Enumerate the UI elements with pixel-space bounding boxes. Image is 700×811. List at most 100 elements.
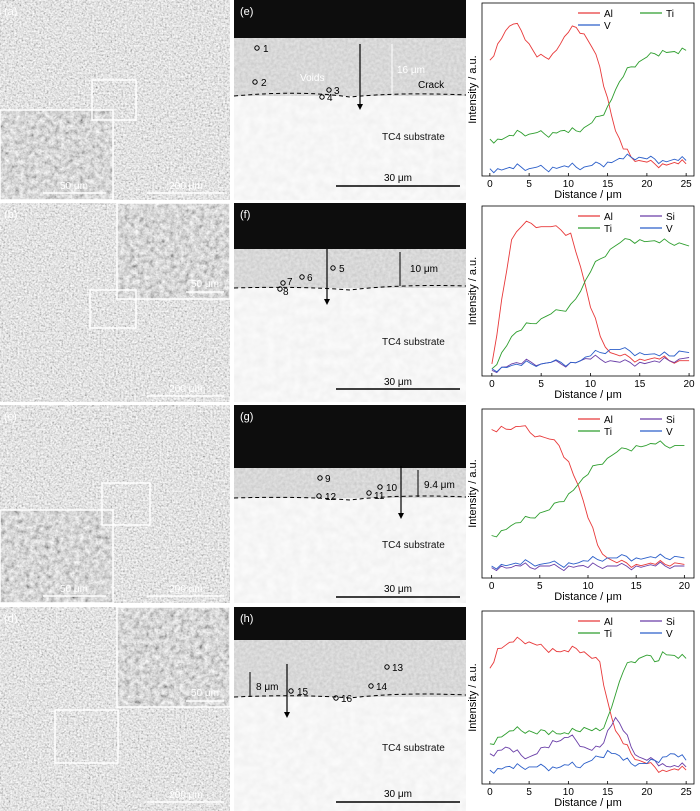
point-label: 16 bbox=[341, 694, 353, 705]
series-line-Si bbox=[491, 561, 685, 572]
series-line-V bbox=[491, 553, 685, 570]
substrate-label: TC4 substrate bbox=[382, 743, 445, 754]
voids-label: Voids bbox=[300, 73, 324, 84]
sem-panel-b: (b) 50 μm 200 μm bbox=[0, 202, 231, 402]
series-line-V bbox=[491, 347, 690, 373]
thickness-label: 8 μm bbox=[256, 682, 278, 693]
sem-panel-a: (a) 50 μm 200 μm bbox=[0, 0, 230, 201]
legend-label: Al bbox=[604, 415, 613, 426]
legend-label: V bbox=[666, 629, 673, 640]
x-tick-label: 15 bbox=[634, 379, 646, 390]
x-tick-label: 25 bbox=[681, 787, 693, 798]
sem-panel-c: (c) 50 μm 200 μm bbox=[0, 405, 230, 604]
legend-label: Al bbox=[604, 9, 613, 20]
sem-inset bbox=[117, 203, 230, 299]
x-tick-label: 0 bbox=[489, 581, 495, 592]
zoom-box bbox=[91, 79, 137, 121]
point-label: 12 bbox=[325, 492, 337, 503]
line-scan-chart: 0 5 10 15 20 25 Distance / μm Intensity / a.u. A… bbox=[467, 2, 695, 201]
x-tick-label: 15 bbox=[602, 179, 614, 190]
x-tick-label: 5 bbox=[526, 787, 532, 798]
x-tick-label: 15 bbox=[631, 581, 643, 592]
panel-label: (f) bbox=[240, 209, 250, 221]
scale-label: 200 μm bbox=[169, 584, 203, 595]
legend-label: Ti bbox=[604, 629, 612, 640]
series-line-V bbox=[489, 749, 687, 774]
series-line-Al bbox=[491, 425, 685, 568]
line-scan-chart: 0 5 10 15 20 Distance / μm Intensity / a.u. Al S… bbox=[467, 205, 696, 401]
x-tick-label: 20 bbox=[641, 787, 653, 798]
sem-inset bbox=[0, 110, 113, 200]
scale-label: 30 μm bbox=[384, 377, 412, 388]
point-label: 14 bbox=[376, 682, 388, 693]
x-tick-label: 10 bbox=[563, 179, 575, 190]
point-label: 4 bbox=[327, 93, 333, 104]
inset-scale-label: 50 μm bbox=[191, 688, 219, 699]
series-line-Si bbox=[491, 354, 690, 374]
x-axis-label: Distance / μm bbox=[554, 389, 621, 401]
x-tick-label: 5 bbox=[526, 179, 532, 190]
point-label: 9 bbox=[325, 474, 331, 485]
plot-frame bbox=[481, 408, 695, 579]
substrate-label: TC4 substrate bbox=[382, 540, 445, 551]
x-tick-label: 15 bbox=[602, 787, 614, 798]
cross-section-panel-f: (f) 5 6 7 8 10 μm TC4 substrate 30 μm bbox=[233, 203, 467, 402]
zoom-box bbox=[89, 289, 137, 329]
substrate-label: TC4 substrate bbox=[382, 132, 445, 143]
x-tick-label: 10 bbox=[585, 379, 597, 390]
plot-frame bbox=[481, 610, 695, 785]
scale-label: 30 μm bbox=[384, 789, 412, 800]
y-axis-label: Intensity / a.u. bbox=[467, 459, 479, 527]
panel-label: (d) bbox=[4, 613, 17, 625]
legend-label: Ti bbox=[604, 427, 612, 438]
legend-label: Si bbox=[666, 415, 675, 426]
line-scan-charts: 0 5 10 15 20 25 Distance / μm Intensity / a.u. A… bbox=[467, 2, 696, 809]
legend-label: V bbox=[604, 21, 611, 32]
crack-label: Crack bbox=[418, 80, 445, 91]
thickness-label: 9.4 μm bbox=[424, 480, 455, 491]
x-tick-label: 20 bbox=[679, 581, 691, 592]
point-label: 2 bbox=[261, 78, 267, 89]
point-label: 6 bbox=[307, 273, 313, 284]
x-tick-label: 5 bbox=[538, 379, 544, 390]
x-tick-label: 20 bbox=[684, 379, 696, 390]
x-tick-label: 25 bbox=[681, 179, 693, 190]
line-scan-chart: 0 5 10 15 20 Distance / μm Intensity / a.u. Al S… bbox=[467, 408, 695, 603]
scale-label: 30 μm bbox=[384, 584, 412, 595]
series-line-Ti bbox=[491, 440, 685, 538]
series-line-Al bbox=[489, 636, 687, 773]
sem-inset bbox=[0, 510, 113, 603]
zoom-box bbox=[54, 709, 119, 764]
x-axis-label: Distance / μm bbox=[554, 591, 621, 603]
series-line-Ti bbox=[491, 238, 690, 370]
point-label: 10 bbox=[386, 483, 398, 494]
scale-label: 200 μm bbox=[169, 790, 203, 801]
point-label: 1 bbox=[263, 44, 269, 55]
plot-frame bbox=[481, 205, 695, 377]
cross-section-panel-g: (g) 9 10 11 12 9.4 μm TC4 substrate 30 μ… bbox=[233, 405, 467, 603]
inset-scale-label: 50 μm bbox=[60, 181, 88, 192]
thickness-label: 10 μm bbox=[410, 264, 438, 275]
x-tick-label: 10 bbox=[563, 787, 575, 798]
cross-section-panel-h: (h) 13 14 15 16 8 μm TC4 substrate 30 μm bbox=[233, 607, 467, 811]
x-tick-label: 0 bbox=[487, 179, 493, 190]
series-line-Ti bbox=[489, 651, 687, 746]
x-axis-label: Distance / μm bbox=[554, 189, 621, 201]
line-scan-chart: 0 5 10 15 20 25 Distance / μm Intensity / a.u. A… bbox=[467, 610, 695, 809]
x-tick-label: 5 bbox=[537, 581, 543, 592]
panel-label: (g) bbox=[240, 411, 253, 423]
scale-label: 30 μm bbox=[384, 173, 412, 184]
series-line-Ti bbox=[489, 47, 687, 144]
series-line-Si bbox=[489, 716, 687, 768]
legend-label: V bbox=[666, 224, 673, 235]
point-label: 7 bbox=[287, 277, 293, 288]
inset-scale-label: 50 μm bbox=[60, 584, 88, 595]
panel-label: (h) bbox=[240, 613, 253, 625]
legend-label: Ti bbox=[604, 224, 612, 235]
sem-panel-d: (d) 50 μm 200 μm bbox=[0, 606, 231, 811]
series-line-Al bbox=[489, 22, 687, 169]
zoom-box bbox=[101, 482, 151, 526]
inset-scale-label: 50 μm bbox=[191, 279, 219, 290]
x-tick-label: 0 bbox=[489, 379, 495, 390]
